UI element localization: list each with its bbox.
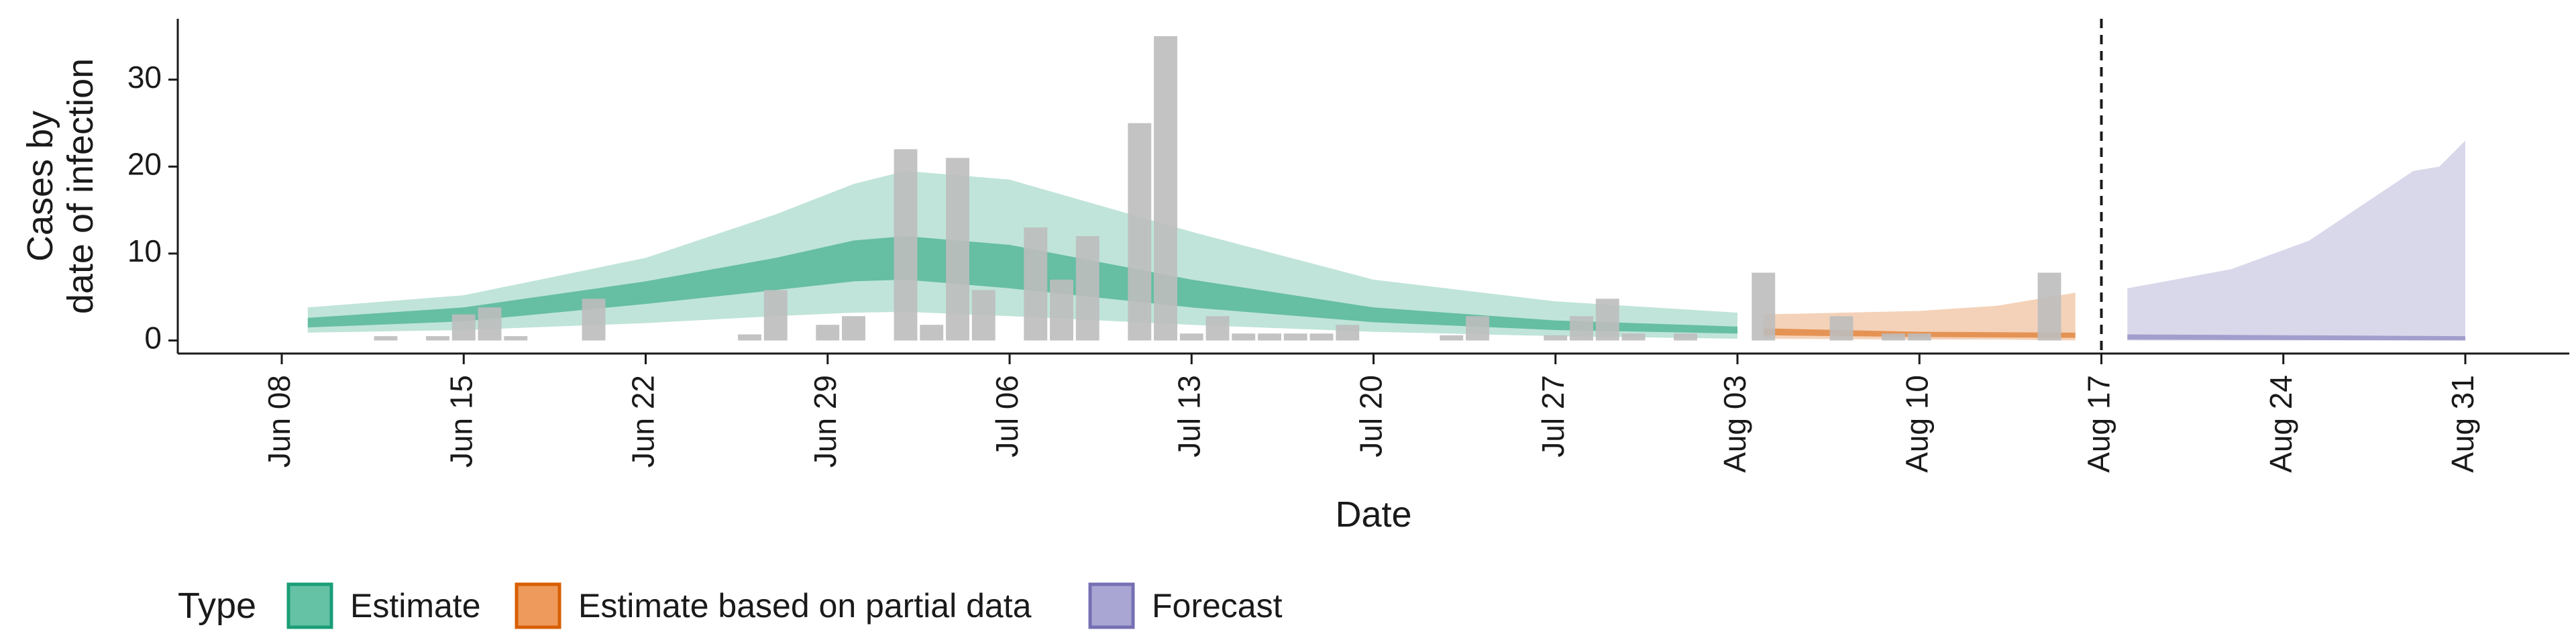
case-bar <box>451 314 476 341</box>
case-bar <box>1309 333 1334 341</box>
x-tick-label: Aug 10 <box>1899 375 1934 473</box>
x-axis-ticks: Jun 08 Jun 15 Jun 22 Jun 29 Jul 06 Jul 13 Jul … <box>262 354 2480 473</box>
case-bar <box>1829 316 1854 341</box>
case-bar <box>1907 333 1931 341</box>
case-bar <box>1336 325 1360 341</box>
x-tick-label: Aug 31 <box>2445 375 2480 473</box>
case-bar <box>920 325 944 341</box>
case-bar <box>504 336 528 341</box>
case-bar <box>478 307 502 341</box>
estimate-bands <box>307 140 2465 341</box>
y-tick-label: 30 <box>127 60 162 95</box>
case-bar <box>582 299 606 341</box>
legend-key <box>515 582 561 629</box>
case-bar <box>946 158 969 341</box>
case-bar <box>1232 333 1256 341</box>
legend-label: Estimate <box>350 587 481 625</box>
case-bar <box>1024 227 1048 341</box>
case-bar <box>894 149 918 341</box>
forecast-band-outer <box>2127 140 2465 341</box>
case-bar <box>1258 333 1281 341</box>
legend-key <box>286 582 333 629</box>
case-bar <box>763 290 788 341</box>
x-tick-label: Jun 22 <box>626 375 661 468</box>
case-bar <box>1205 316 1230 341</box>
observed-case-bars <box>374 36 2061 341</box>
case-bar <box>842 316 865 341</box>
x-tick-label: Jul 20 <box>1354 375 1389 458</box>
case-bar <box>2037 272 2061 341</box>
x-tick-label: Aug 17 <box>2082 375 2116 473</box>
legend-title: Type <box>178 586 256 626</box>
x-tick-label: Jul 13 <box>1171 375 1206 458</box>
case-bar <box>1075 236 1099 341</box>
y-tick-label: 20 <box>127 146 162 181</box>
x-tick-label: Jul 06 <box>989 375 1024 458</box>
case-bar <box>1283 333 1307 341</box>
case-bar <box>1674 333 1697 341</box>
case-bar <box>971 290 996 341</box>
x-axis-title: Date <box>1335 494 1411 535</box>
y-axis-title: Cases by date of infection <box>20 58 101 314</box>
y-tick-label: 10 <box>127 233 162 268</box>
estimate-band-inner <box>307 236 1737 334</box>
legend-key <box>1088 582 1135 629</box>
y-axis-title-line: date of infection <box>60 58 101 314</box>
legend-label: Forecast <box>1152 587 1283 625</box>
y-axis-title-line: Cases by <box>20 111 60 262</box>
case-bar <box>1595 299 1619 341</box>
case-bar <box>816 325 840 341</box>
case-bar <box>1752 272 1776 341</box>
case-bar <box>1179 333 1203 341</box>
legend-label: Estimate based on partial data <box>578 587 1032 625</box>
case-bar <box>1621 333 1646 341</box>
case-bar <box>1128 123 1152 341</box>
case-bar <box>1544 335 1568 341</box>
forecast-band-inner <box>2127 334 2465 341</box>
x-tick-label: Jun 29 <box>808 375 843 468</box>
y-axis-ticks: 0 10 20 30 <box>127 60 178 356</box>
x-tick-label: Aug 24 <box>2263 375 2298 473</box>
x-tick-label: Aug 03 <box>1717 375 1752 473</box>
case-bar <box>1050 279 1073 341</box>
case-bar <box>1154 36 1177 341</box>
x-tick-label: Jun 08 <box>262 375 297 468</box>
y-tick-label: 0 <box>144 321 162 356</box>
x-tick-label: Jun 15 <box>443 375 478 468</box>
case-bar <box>1882 333 1905 341</box>
case-bar <box>1570 316 1593 341</box>
case-bar <box>1466 316 1489 341</box>
case-bar <box>426 336 449 341</box>
case-bar <box>374 336 398 341</box>
case-bar <box>738 334 761 341</box>
case-bar <box>1440 335 1464 341</box>
legend: Type Estimate Estimate based on partial da… <box>178 582 1283 629</box>
x-tick-label: Jul 27 <box>1536 375 1570 458</box>
